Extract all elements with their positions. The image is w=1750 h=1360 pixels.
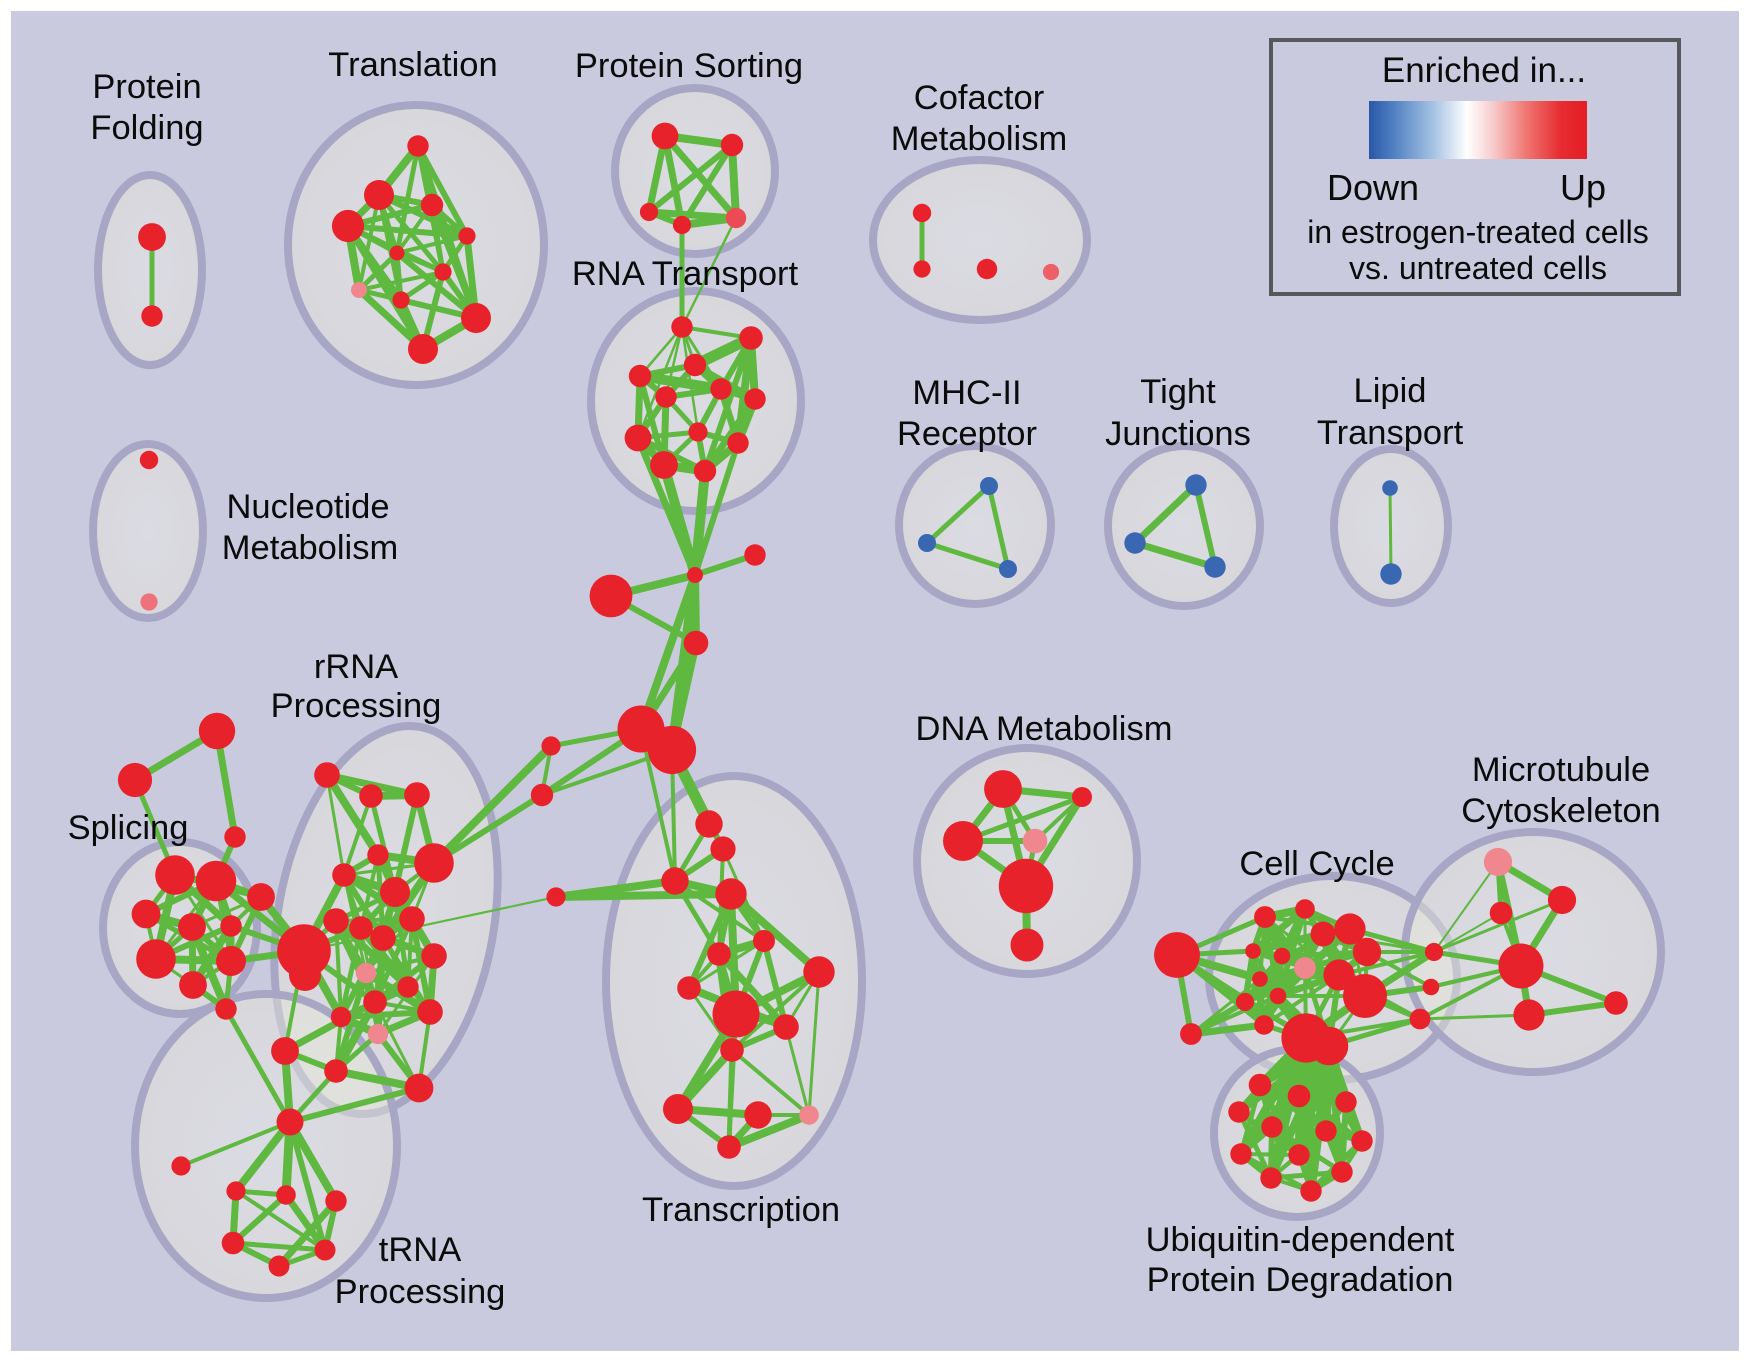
svg-text:Transcription: Transcription xyxy=(642,1191,840,1229)
svg-text:Nucleotide: Nucleotide xyxy=(226,488,389,526)
svg-text:rRNA: rRNA xyxy=(314,648,398,686)
svg-text:Ubiquitin-dependent: Ubiquitin-dependent xyxy=(1146,1221,1455,1259)
svg-text:Lipid: Lipid xyxy=(1354,372,1427,410)
svg-text:Microtubule: Microtubule xyxy=(1472,751,1650,789)
svg-text:Cofactor: Cofactor xyxy=(914,79,1044,117)
svg-text:Junctions: Junctions xyxy=(1105,415,1251,453)
svg-text:Metabolism: Metabolism xyxy=(891,120,1067,158)
svg-text:Translation: Translation xyxy=(328,46,497,84)
svg-text:Processing: Processing xyxy=(271,687,442,725)
svg-text:Up: Up xyxy=(1560,167,1606,208)
svg-text:Processing: Processing xyxy=(335,1273,506,1311)
svg-text:Protein Degradation: Protein Degradation xyxy=(1147,1261,1454,1299)
svg-text:vs. untreated cells: vs. untreated cells xyxy=(1349,250,1607,286)
svg-text:Tight: Tight xyxy=(1140,373,1216,411)
svg-text:MHC-II: MHC-II xyxy=(912,374,1021,412)
svg-text:Cytoskeleton: Cytoskeleton xyxy=(1461,792,1660,830)
svg-text:Receptor: Receptor xyxy=(897,415,1037,453)
svg-text:Down: Down xyxy=(1327,167,1419,208)
svg-text:Cell Cycle: Cell Cycle xyxy=(1239,845,1394,883)
svg-text:Protein: Protein xyxy=(92,68,201,106)
svg-text:Metabolism: Metabolism xyxy=(222,529,398,567)
svg-text:Protein Sorting: Protein Sorting xyxy=(575,47,803,85)
svg-text:Transport: Transport xyxy=(1317,414,1464,452)
svg-text:Enriched in...: Enriched in... xyxy=(1382,51,1586,90)
svg-text:in estrogen-treated cells: in estrogen-treated cells xyxy=(1307,214,1649,250)
svg-text:Splicing: Splicing xyxy=(68,809,189,847)
svg-text:DNA Metabolism: DNA Metabolism xyxy=(916,710,1173,748)
svg-text:Folding: Folding xyxy=(90,109,203,147)
svg-text:tRNA: tRNA xyxy=(379,1231,461,1269)
svg-text:RNA Transport: RNA Transport xyxy=(572,255,799,293)
